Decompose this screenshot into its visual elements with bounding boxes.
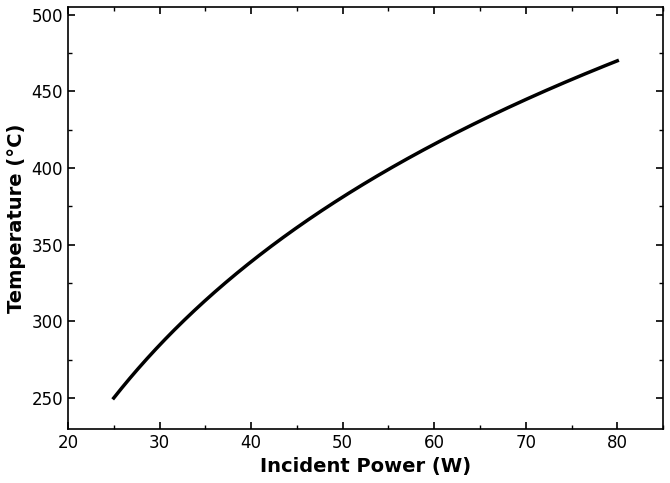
X-axis label: Incident Power (W): Incident Power (W)	[260, 457, 471, 476]
Y-axis label: Temperature (°C): Temperature (°C)	[7, 123, 26, 313]
